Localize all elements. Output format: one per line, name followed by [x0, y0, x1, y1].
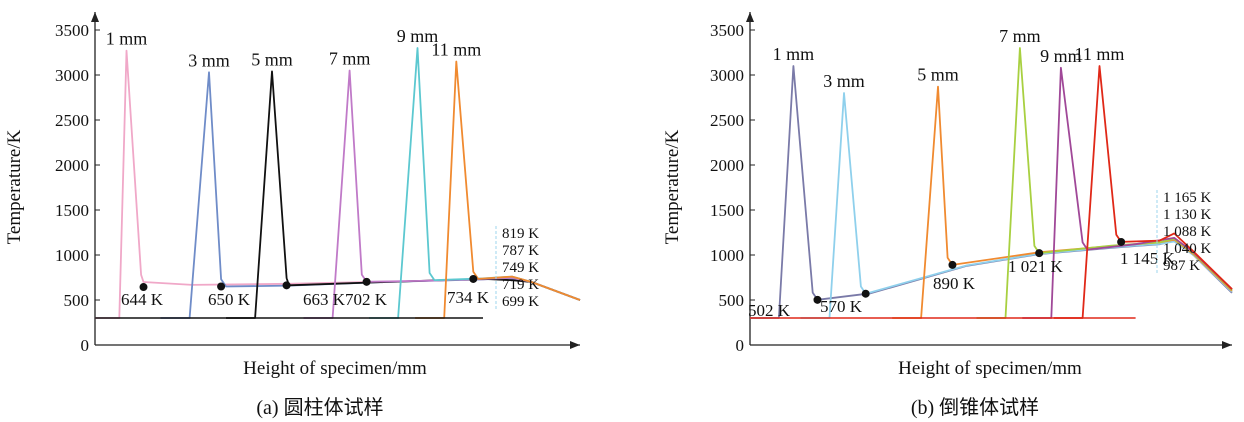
data-point [1117, 237, 1126, 246]
data-point [362, 277, 371, 286]
data-point-label: 1 021 K [1008, 257, 1064, 276]
series-line-3mm [800, 92, 1233, 319]
x-axis-arrow [570, 341, 580, 349]
y-tick-label: 0 [81, 336, 90, 355]
data-point-label: 502 K [748, 301, 791, 320]
y-tick-label: 500 [64, 291, 90, 310]
end-value-label: 1 130 K [1163, 207, 1212, 223]
end-value-label: 699 K [502, 294, 539, 310]
series-label: 1 mm [773, 44, 815, 64]
y-tick-label: 3500 [55, 21, 89, 40]
series-label: 9 mm [397, 26, 439, 46]
series-line-5mm [226, 70, 581, 319]
data-point-label: 1 145 K [1120, 249, 1176, 268]
y-tick-label: 1000 [55, 246, 89, 265]
panel-caption: (a) 圆柱体试样 [256, 396, 383, 419]
panel-caption: (b) 倒锥体试样 [911, 396, 1039, 419]
data-point [948, 260, 957, 269]
chart-panel-b: 0 500 1000 1500 2000 2500 3000 3500 Height of sp… [662, 12, 1233, 419]
series-label: 5 mm [251, 49, 293, 69]
chart-panel-a: 0 500 1000 1500 2000 2500 3000 3500 Height of sp… [4, 12, 581, 419]
end-value-label: 1 088 K [1163, 224, 1212, 240]
series-line-1mm [750, 65, 1233, 319]
y-tick-label: 2000 [710, 156, 744, 175]
end-value-label: 719 K [502, 277, 539, 293]
data-point [139, 283, 148, 292]
y-axis-arrow [746, 12, 754, 22]
data-point [861, 289, 870, 298]
y-tick-label: 1500 [55, 201, 89, 220]
data-point [1035, 249, 1044, 258]
data-point [813, 295, 822, 304]
y-tick-label: 3500 [710, 21, 744, 40]
y-tick-label: 500 [719, 291, 745, 310]
data-point-label: 734 K [447, 288, 490, 307]
y-tick-label: 3000 [55, 66, 89, 85]
end-value-label: 787 K [502, 243, 539, 259]
data-point [469, 274, 478, 283]
data-point [217, 282, 226, 291]
y-tick-label: 2500 [710, 111, 744, 130]
y-tick-label: 0 [736, 336, 745, 355]
y-axis-label: Temperature/K [4, 129, 25, 244]
y-tick-label: 2500 [55, 111, 89, 130]
x-axis-label: Height of specimen/mm [898, 358, 1082, 379]
data-point-label: 663 K [303, 290, 346, 309]
series-label: 11 mm [1075, 44, 1125, 64]
data-point-label: 650 K [208, 290, 251, 309]
data-point-label: 702 K [345, 290, 388, 309]
end-value-label: 749 K [502, 260, 539, 276]
series-label: 3 mm [188, 50, 230, 70]
y-tick-label: 1500 [710, 201, 744, 220]
series-line-7mm [976, 47, 1233, 319]
y-axis-arrow [91, 12, 99, 22]
y-tick-label: 1000 [710, 246, 744, 265]
series-label: 9 mm [1040, 46, 1082, 66]
series-label: 5 mm [917, 65, 959, 85]
data-point-label: 570 K [820, 297, 863, 316]
x-axis-label: Height of specimen/mm [243, 358, 427, 379]
series-label: 3 mm [823, 71, 865, 91]
data-point [282, 281, 291, 290]
data-point-label: 890 K [933, 274, 976, 293]
end-value-label: 987 K [1163, 258, 1200, 274]
end-value-label: 819 K [502, 226, 539, 242]
series-label: 7 mm [329, 49, 371, 69]
series-label: 7 mm [999, 26, 1041, 46]
y-tick-label: 3000 [710, 66, 744, 85]
series-label: 11 mm [431, 40, 481, 60]
data-point-label: 644 K [121, 290, 164, 309]
x-axis-arrow [1222, 341, 1232, 349]
end-value-label: 1 165 K [1163, 190, 1212, 206]
y-tick-label: 2000 [55, 156, 89, 175]
series-label: 1 mm [106, 29, 148, 49]
series-line-11mm [415, 60, 581, 319]
end-value-label: 1 040 K [1163, 241, 1212, 257]
y-axis-label: Temperature/K [662, 129, 683, 244]
